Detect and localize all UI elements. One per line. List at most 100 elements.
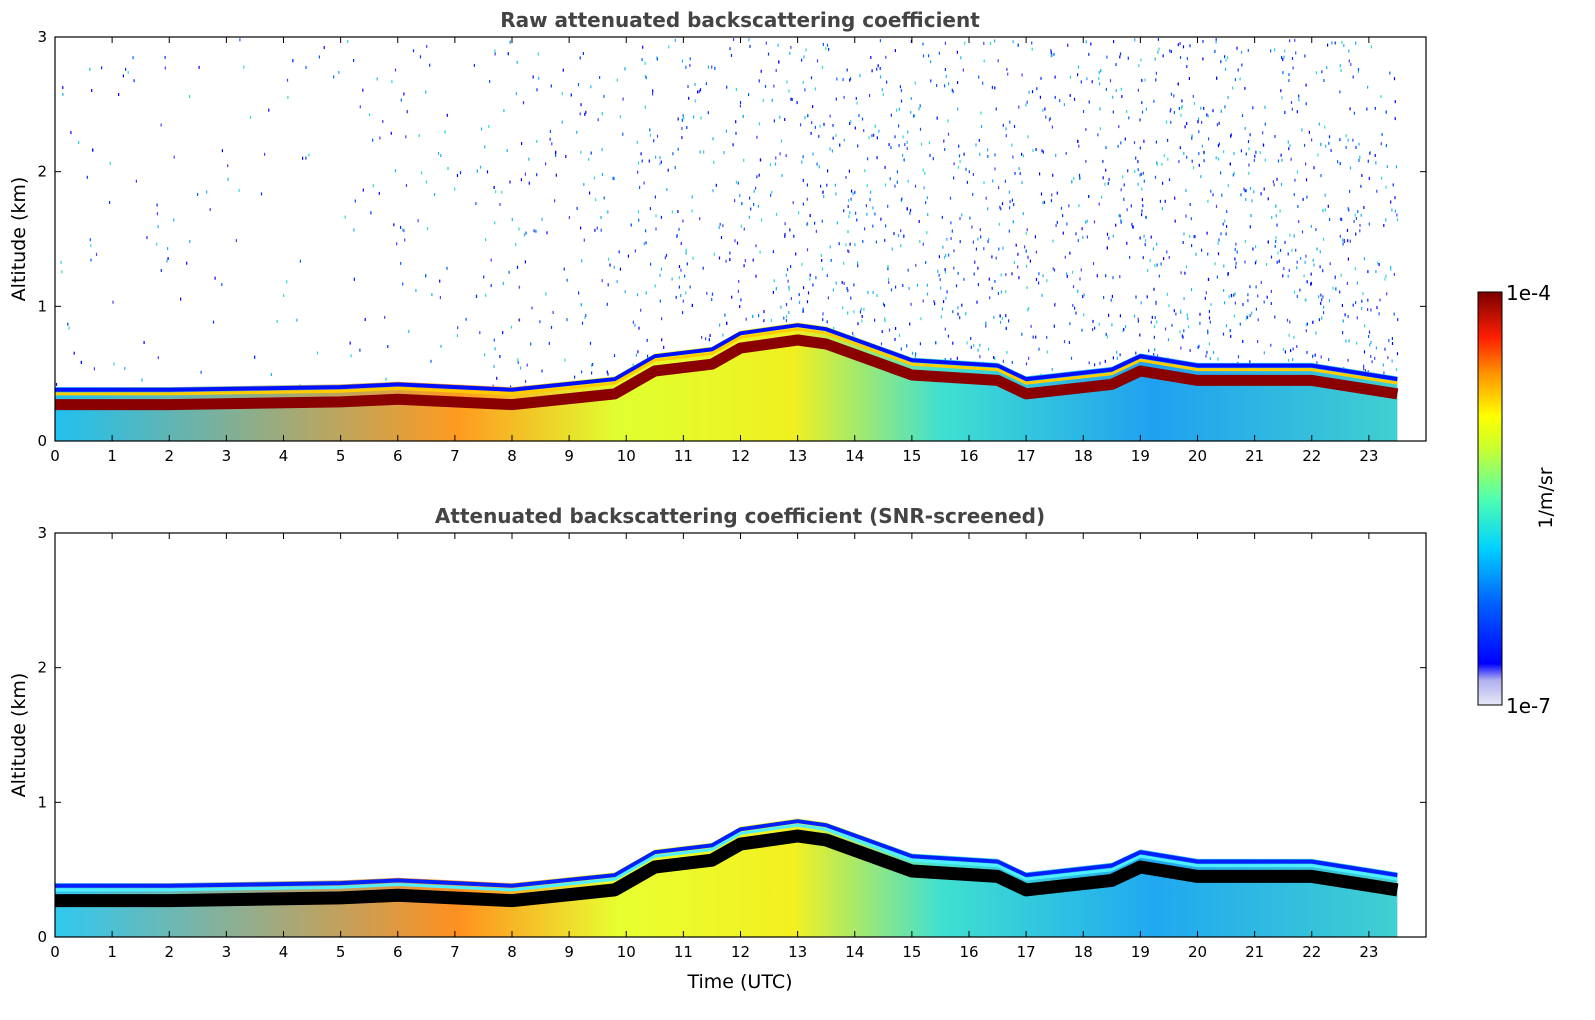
noise-speck: [818, 134, 820, 138]
noise-speck: [926, 231, 928, 235]
noise-speck: [186, 261, 188, 265]
noise-speck: [597, 118, 599, 122]
noise-speck: [385, 377, 387, 381]
noise-speck: [806, 197, 808, 201]
noise-speck: [146, 236, 148, 240]
noise-speck: [778, 60, 780, 64]
noise-speck: [333, 75, 335, 79]
noise-speck: [548, 341, 550, 345]
noise-speck: [1053, 268, 1056, 272]
noise-speck: [1227, 184, 1229, 188]
noise-speck: [1185, 265, 1188, 269]
noise-speck: [1038, 281, 1040, 285]
noise-speck: [944, 268, 946, 272]
noise-speck: [895, 285, 897, 289]
noise-speck: [879, 39, 881, 43]
noise-speck: [475, 202, 477, 205]
noise-speck: [1086, 219, 1088, 223]
noise-speck: [1395, 165, 1397, 169]
noise-speck: [1286, 318, 1289, 322]
noise-speck: [1077, 65, 1080, 69]
noise-speck: [227, 164, 229, 168]
colorbar-max-label: 1e-4: [1506, 281, 1551, 305]
noise-speck: [1363, 257, 1365, 261]
noise-speck: [906, 344, 908, 348]
noise-speck: [1255, 259, 1257, 263]
noise-speck: [994, 39, 996, 43]
noise-speck: [209, 208, 211, 211]
noise-speck: [1051, 367, 1053, 371]
noise-speck: [979, 152, 981, 156]
noise-speck: [1059, 99, 1061, 103]
noise-speck: [1017, 43, 1019, 47]
noise-speck: [1013, 261, 1015, 264]
raw-x-tick-label: 22: [1302, 447, 1321, 465]
noise-speck: [1150, 235, 1152, 239]
noise-speck: [1305, 102, 1307, 106]
noise-speck: [1009, 120, 1011, 124]
noise-speck: [1051, 193, 1053, 197]
raw-y-tick-label: 1: [37, 297, 47, 315]
noise-speck: [156, 242, 158, 246]
noise-speck: [684, 274, 686, 278]
noise-speck: [1053, 52, 1055, 56]
noise-speck: [1098, 76, 1100, 80]
screened-x-tick-label: 13: [788, 943, 807, 961]
noise-speck: [1092, 319, 1094, 323]
noise-speck: [1292, 347, 1294, 351]
noise-speck: [1374, 106, 1376, 110]
noise-speck: [1156, 263, 1158, 267]
noise-speck: [308, 153, 310, 157]
noise-speck: [884, 317, 886, 321]
noise-speck: [780, 139, 782, 143]
noise-speck: [1225, 232, 1227, 236]
noise-speck: [239, 38, 241, 42]
noise-speck: [545, 292, 547, 296]
noise-speck: [1039, 95, 1041, 99]
noise-speck: [1180, 106, 1183, 110]
screened-x-tick-label: 17: [1017, 943, 1036, 961]
noise-speck: [60, 260, 62, 264]
noise-speck: [1198, 130, 1200, 134]
noise-speck: [997, 292, 999, 295]
noise-speck: [812, 283, 814, 287]
noise-speck: [1079, 277, 1081, 281]
noise-speck: [703, 150, 705, 154]
noise-speck: [784, 222, 786, 226]
noise-speck: [133, 79, 135, 83]
screened-x-tick-label: 4: [279, 943, 289, 961]
noise-speck: [876, 67, 878, 71]
noise-speck: [1340, 69, 1342, 72]
noise-speck: [426, 44, 428, 48]
noise-speck: [1004, 179, 1006, 183]
noise-speck: [898, 333, 901, 337]
noise-speck: [601, 148, 603, 152]
noise-speck: [805, 48, 807, 52]
noise-speck: [1312, 320, 1314, 324]
noise-speck: [802, 81, 804, 84]
noise-speck: [976, 300, 978, 304]
noise-speck: [632, 363, 634, 367]
noise-speck: [1289, 39, 1291, 43]
noise-speck: [173, 218, 175, 222]
noise-speck: [1263, 351, 1265, 355]
noise-speck: [536, 88, 538, 92]
noise-speck: [901, 197, 903, 201]
noise-speck: [951, 88, 953, 92]
noise-speck: [1386, 165, 1388, 169]
noise-speck: [594, 228, 596, 232]
noise-speck: [652, 92, 654, 96]
noise-speck: [1124, 137, 1126, 141]
noise-speck: [164, 55, 166, 59]
noise-speck: [1370, 354, 1372, 358]
noise-speck: [1168, 178, 1171, 182]
noise-speck: [589, 191, 591, 195]
noise-speck: [1105, 146, 1107, 150]
noise-speck: [1115, 63, 1117, 67]
noise-speck: [563, 267, 565, 271]
noise-speck: [1190, 288, 1193, 292]
noise-speck: [649, 128, 651, 132]
noise-speck: [479, 165, 482, 169]
noise-speck: [1142, 256, 1144, 260]
noise-speck: [848, 199, 850, 202]
